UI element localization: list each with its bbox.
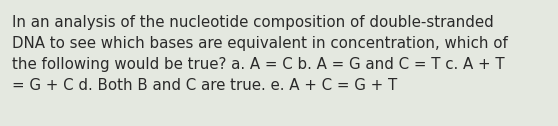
- Text: In an analysis of the nucleotide composition of double-stranded
DNA to see which: In an analysis of the nucleotide composi…: [12, 15, 508, 93]
